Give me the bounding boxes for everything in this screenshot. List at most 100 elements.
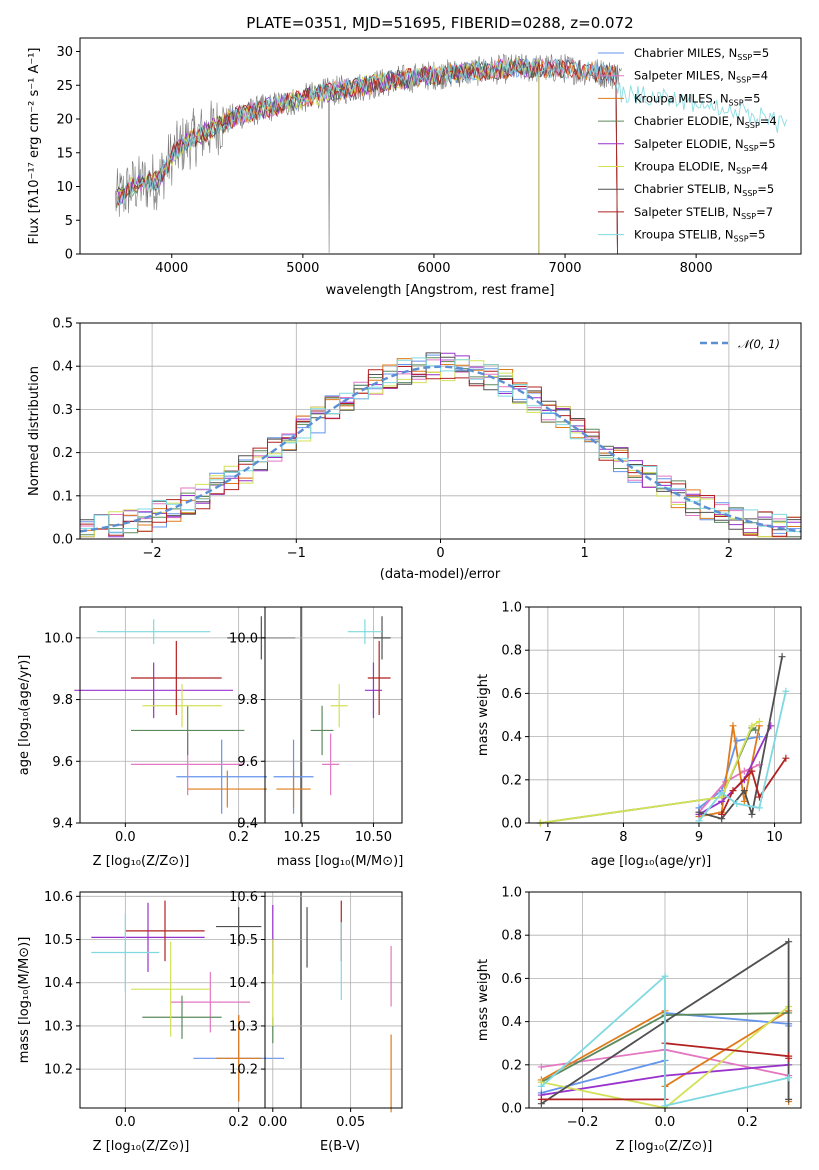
legend-value: =5 bbox=[752, 46, 769, 60]
spectrum-y-tick-label: 5 bbox=[65, 214, 73, 229]
weight-vs-z-series-9 bbox=[540, 974, 789, 1107]
weight-vs-age-marker bbox=[782, 754, 790, 762]
weight-vs-age-marker bbox=[718, 789, 726, 797]
weight-vs-z-x-tick-label: 0.2 bbox=[737, 1115, 758, 1130]
mass-vs-z-x-tick-label: 0.0 bbox=[115, 1115, 136, 1130]
weight-vs-z-marker bbox=[537, 1095, 545, 1103]
weight-vs-age-marker bbox=[755, 804, 763, 812]
weight-vs-age-marker bbox=[733, 800, 741, 808]
spectrum-y-tick-label: 0 bbox=[65, 248, 73, 263]
legend-label-5: Salpeter ELODIE, NSSP=5 bbox=[634, 137, 776, 153]
weight-vs-age-y-label: mass weight bbox=[476, 674, 491, 756]
weight-vs-z-x-tick-label: −0.2 bbox=[567, 1115, 599, 1130]
residual-y-tick-label: 0.4 bbox=[52, 360, 73, 375]
residual-histogram-6 bbox=[79, 359, 801, 538]
mass-vs-z-plot-area: 0.0 0.2 10.2 10.3 10.4 10.5 10.6 bbox=[44, 890, 302, 1130]
age-vs-z-plot-area: 0.0 0.29.49.69.810.0 bbox=[44, 606, 302, 845]
weight-vs-z-panel: −0.2 0.0 0.2 0.0 0.2 0.4 0.6 0.8 1.0 Z [log₁₀(Z/… bbox=[476, 886, 802, 1154]
residual-histogram-8 bbox=[79, 366, 801, 537]
mass-vs-z-y-tick-label: 10.3 bbox=[44, 1019, 73, 1034]
mass-vs-z-y-tick-label: 10.5 bbox=[44, 933, 73, 948]
weight-vs-age-x-tick-label: 8 bbox=[619, 830, 627, 845]
legend-value: =5 bbox=[744, 91, 761, 105]
weight-vs-age-marker bbox=[740, 767, 748, 775]
legend-subscript: SSP bbox=[742, 189, 757, 198]
mass-vs-z-x-tick-label: 0.2 bbox=[228, 1115, 249, 1130]
mass-vs-ebv-plot-area: 0.00 0.05 10.2 10.3 10.4 10.5 10.6 bbox=[229, 890, 403, 1130]
legend-subscript: SSP bbox=[729, 98, 744, 107]
weight-vs-age-series-6 bbox=[540, 720, 760, 824]
legend-value: =4 bbox=[760, 114, 777, 128]
spectrum-x-label: wavelength [Angstrom, rest frame] bbox=[326, 283, 555, 298]
mass-vs-ebv-x-tick-label: 0.00 bbox=[258, 1115, 287, 1130]
weight-vs-age-marker bbox=[695, 808, 703, 816]
spectrum-y-tick-label: 10 bbox=[56, 180, 73, 195]
weight-vs-z-x-tick-label: 0.0 bbox=[655, 1115, 676, 1130]
weight-vs-z-marker bbox=[785, 1074, 793, 1082]
mass-vs-z-frame bbox=[79, 891, 302, 1109]
weight-vs-z-y-tick-label: 0.0 bbox=[501, 1102, 522, 1117]
age-vs-z-frame bbox=[79, 606, 302, 824]
weight-vs-age-y-tick-label: 0.6 bbox=[501, 687, 522, 702]
mass-vs-z-y-label: mass [log₁₀(M/M⊙)] bbox=[17, 937, 32, 1064]
age-vs-mass-x-label: mass [log₁₀(M/M⊙)] bbox=[277, 854, 404, 869]
residual-plot-area: 𝒩(0, 1) −2 −1 0 1 2 0.0 0.1 0.2 0.3 0.4 0.5 bbox=[52, 317, 802, 561]
weight-vs-z-marker bbox=[785, 1095, 793, 1103]
residual-y-tick-label: 0.2 bbox=[52, 446, 73, 461]
weight-vs-age-marker bbox=[748, 722, 756, 730]
mass-vs-z-y-tick-label: 10.6 bbox=[44, 890, 73, 905]
weight-vs-age-y-tick-label: 1.0 bbox=[501, 601, 522, 616]
spectrum-x-tick-label: 4000 bbox=[155, 261, 188, 276]
residual-y-tick-label: 0.0 bbox=[52, 533, 73, 548]
residual-x-tick-label: −1 bbox=[287, 546, 306, 561]
gaussian-curve bbox=[79, 365, 802, 533]
legend-label-7: Chabrier STELIB, NSSP=5 bbox=[634, 182, 774, 198]
weight-vs-z-marker bbox=[785, 1054, 793, 1062]
residual-panel: 𝒩(0, 1) −2 −1 0 1 2 0.0 0.1 0.2 0.3 0.4 0.5 (data-m… bbox=[27, 317, 802, 582]
spectrum-y-tick-label: 20 bbox=[56, 113, 73, 128]
spectrum-y-tick-label: 30 bbox=[56, 45, 73, 60]
legend-subscript: SSP bbox=[736, 76, 751, 85]
weight-vs-age-marker bbox=[740, 787, 748, 795]
age-vs-z-y-tick-label: 10.0 bbox=[44, 631, 73, 646]
legend-label-2: Salpeter MILES, NSSP=4 bbox=[634, 69, 768, 85]
weight-vs-age-marker bbox=[718, 810, 726, 818]
age-vs-mass-panel: 10.25 10.50 9.4 9.6 9.8 10.0 mass [log₁₀(M/M⊙… bbox=[229, 606, 404, 869]
age-vs-z-y-tick-label: 9.4 bbox=[52, 817, 73, 832]
spectrum-frame bbox=[79, 37, 802, 255]
weight-vs-age-panel: 7 8 9 10 0.0 0.2 0.4 0.6 0.8 1.0 age [log₁₀(age/y… bbox=[476, 601, 802, 869]
residual-y-tick-label: 0.3 bbox=[52, 403, 73, 418]
legend-value: =4 bbox=[751, 69, 768, 83]
weight-vs-age-marker bbox=[778, 653, 786, 661]
weight-vs-z-y-label: mass weight bbox=[476, 959, 491, 1041]
weight-vs-age-frame bbox=[528, 606, 802, 824]
legend-label-8: Salpeter STELIB, NSSP=7 bbox=[634, 205, 773, 221]
spectrum-x-tick-label: 6000 bbox=[417, 261, 450, 276]
spectrum-x-tick-label: 5000 bbox=[286, 261, 319, 276]
legend-value: =5 bbox=[759, 137, 776, 151]
weight-vs-age-marker bbox=[752, 726, 760, 734]
weight-vs-z-marker bbox=[785, 938, 793, 946]
gaussian-legend-label: 𝒩(0, 1) bbox=[738, 337, 780, 351]
legend-value: =5 bbox=[749, 228, 766, 242]
residual-y-label: Normed distribution bbox=[27, 366, 42, 496]
legend-subscript: SSP bbox=[734, 235, 749, 244]
spectrum-y-tick-label: 15 bbox=[56, 146, 73, 161]
weight-vs-z-plot-area: −0.2 0.0 0.2 0.0 0.2 0.4 0.6 0.8 1.0 bbox=[501, 886, 802, 1130]
age-vs-mass-y-tick-label: 9.6 bbox=[237, 755, 258, 770]
mass-vs-z-x-label: Z [log₁₀(Z/Z⊙)] bbox=[93, 1139, 190, 1154]
legend-label-6: Kroupa ELODIE, NSSP=4 bbox=[634, 160, 768, 176]
weight-vs-z-marker bbox=[661, 972, 669, 980]
weight-vs-z-y-tick-label: 0.8 bbox=[501, 929, 522, 944]
age-vs-mass-y-tick-label: 9.4 bbox=[237, 817, 258, 832]
spectrum-y-tick-label: 25 bbox=[56, 79, 73, 94]
weight-vs-z-y-tick-label: 0.2 bbox=[501, 1058, 522, 1073]
weight-vs-age-x-tick-label: 7 bbox=[544, 830, 552, 845]
residual-x-tick-label: 2 bbox=[725, 546, 733, 561]
weight-vs-z-y-tick-label: 1.0 bbox=[501, 886, 522, 901]
weight-vs-age-marker bbox=[740, 797, 748, 805]
weight-vs-age-marker bbox=[755, 717, 763, 725]
weight-vs-age-y-tick-label: 0.4 bbox=[501, 730, 522, 745]
residual-x-tick-label: 0 bbox=[436, 546, 444, 561]
